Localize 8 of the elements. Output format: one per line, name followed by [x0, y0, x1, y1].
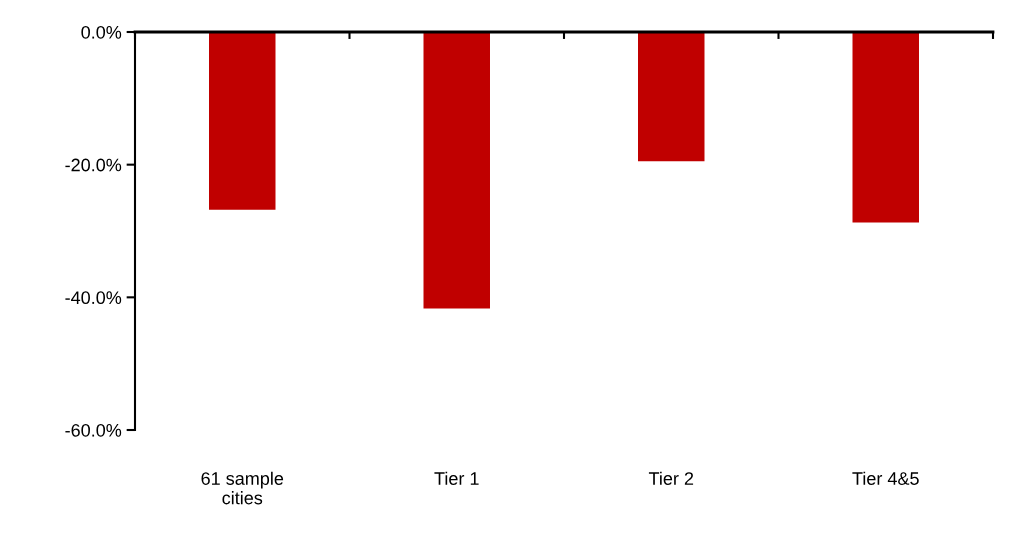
y-tick-label: -60.0%: [65, 423, 122, 437]
y-tick-label: -40.0%: [65, 291, 122, 305]
x-tick-label: Tier 1: [434, 471, 479, 485]
x-tick-label: Tier 4&5: [852, 471, 919, 485]
y-tick-label: -20.0%: [65, 158, 122, 172]
y-tick-label: 0.0%: [81, 25, 122, 39]
x-tick-label: 61 sample cities: [201, 471, 284, 505]
x-tick-label: Tier 2: [648, 471, 694, 485]
